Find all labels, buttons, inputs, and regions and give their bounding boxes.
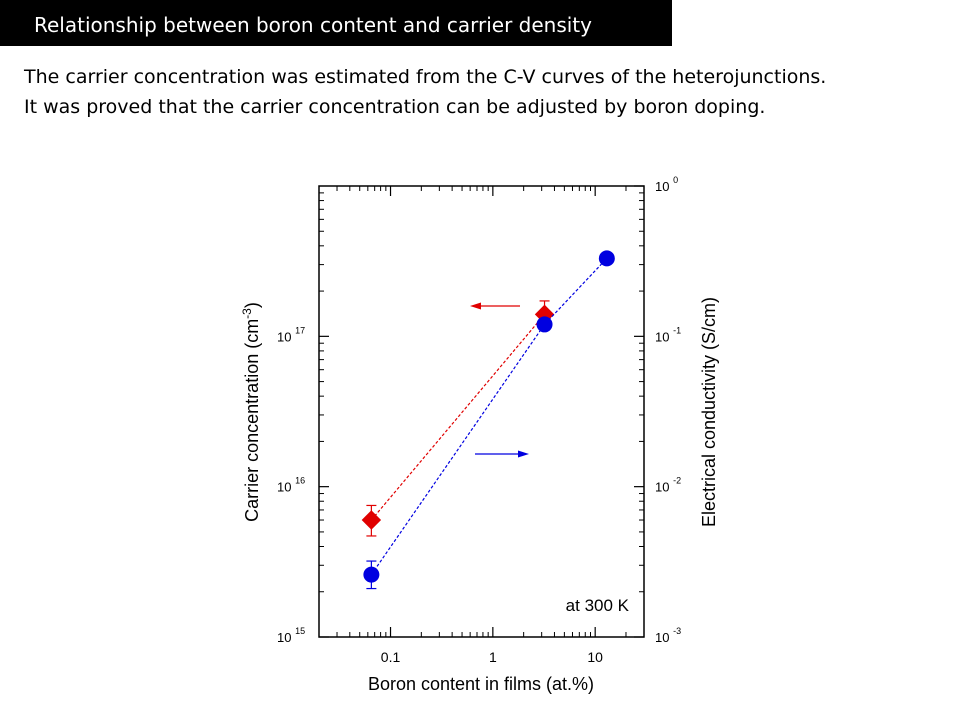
- y2-tick-label-exponent: -3: [673, 626, 681, 636]
- y2-tick-label-exponent: 0: [673, 175, 678, 185]
- y-tick-label-exponent: 17: [295, 325, 305, 335]
- y2-tick-label-base: 10: [655, 329, 673, 344]
- y-axis-label: Carrier concentration (cm-3): [240, 302, 262, 522]
- description-line-1: The carrier concentration was estimated …: [24, 66, 827, 88]
- y-axis-label-main: Carrier concentration (cm: [242, 319, 262, 522]
- series-1-point: [536, 316, 553, 333]
- x-tick-label: 10: [587, 649, 603, 665]
- y-tick-label: 10 15: [277, 626, 305, 645]
- y-axis-label-end: ): [242, 302, 262, 308]
- y-tick-label-base: 10: [277, 329, 295, 344]
- y2-tick-label-exponent: -2: [673, 476, 681, 486]
- y2-tick-label: 10 -3: [655, 626, 681, 645]
- series-1-axis-arrowhead: [518, 450, 529, 458]
- y2-tick-label: 10 -2: [655, 476, 681, 495]
- series-1-point: [363, 566, 380, 583]
- plot-frame: [318, 185, 645, 638]
- minor-ticks: [319, 186, 644, 637]
- y2-axis-label: Electrical conductivity (S/cm): [699, 297, 719, 527]
- description-line-2: It was proved that the carrier concentra…: [24, 96, 766, 118]
- x-axis-label: Boron content in films (at.%): [368, 674, 594, 694]
- series-1-point: [598, 250, 615, 267]
- y2-tick-label: 10 -1: [655, 325, 681, 344]
- series-1-line: [370, 257, 608, 575]
- series-0-line: [370, 313, 546, 521]
- y-axis-label-sup: -3: [240, 308, 254, 319]
- y-tick-label-base: 10: [277, 630, 295, 645]
- y-tick-label: 10 16: [277, 476, 305, 495]
- series-layer: [361, 250, 615, 590]
- y-tick-label-base: 10: [277, 480, 295, 495]
- y2-tick-label-base: 10: [655, 630, 673, 645]
- x-tick-label: 0.1: [381, 649, 401, 665]
- y2-tick-label: 10 0: [655, 175, 678, 194]
- y2-tick-label-exponent: -1: [673, 325, 681, 335]
- y-tick-label: 10 17: [277, 325, 305, 344]
- slide-title: Relationship between boron content and c…: [0, 0, 672, 46]
- major-ticks: [319, 185, 644, 638]
- y2-tick-label-base: 10: [655, 480, 673, 495]
- slide-description: The carrier concentration was estimated …: [24, 62, 954, 122]
- series-0-axis-arrowhead: [470, 302, 481, 310]
- y-tick-label-exponent: 16: [295, 476, 305, 486]
- y2-tick-label-base: 10: [655, 179, 673, 194]
- series-0-point: [361, 510, 382, 530]
- y-tick-label-exponent: 15: [295, 626, 305, 636]
- temperature-annotation: at 300 K: [566, 596, 630, 615]
- x-tick-label: 1: [489, 649, 497, 665]
